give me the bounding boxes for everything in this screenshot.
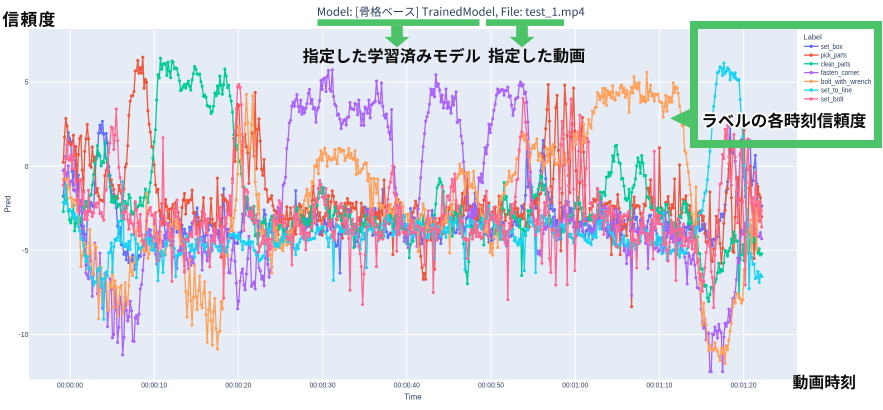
svg-text:pick_parts: pick_parts xyxy=(821,51,847,60)
svg-text:set_to_line: set_to_line xyxy=(821,86,852,95)
svg-text:00:00:40: 00:00:40 xyxy=(394,383,420,390)
svg-text:Label: Label xyxy=(804,33,823,42)
svg-text:set_bolt: set_bolt xyxy=(821,95,844,104)
svg-text:bolt_with_wrench: bolt_with_wrench xyxy=(821,77,872,86)
svg-text:00:01:10: 00:01:10 xyxy=(646,383,672,390)
svg-text:00:01:00: 00:01:00 xyxy=(562,383,588,390)
svg-text:0: 0 xyxy=(25,164,29,171)
svg-text:Time: Time xyxy=(404,393,422,402)
svg-text:00:00:20: 00:00:20 xyxy=(225,383,251,390)
svg-text:00:00:10: 00:00:10 xyxy=(141,383,167,390)
svg-text:5: 5 xyxy=(25,80,29,87)
svg-text:Pred: Pred xyxy=(4,196,13,213)
svg-text:-10: -10 xyxy=(18,332,28,339)
svg-text:-5: -5 xyxy=(22,248,28,255)
svg-text:fasten_corner: fasten_corner xyxy=(821,68,860,77)
svg-text:clean_parts: clean_parts xyxy=(821,59,851,68)
svg-text:set_box: set_box xyxy=(821,42,843,51)
svg-text:00:00:30: 00:00:30 xyxy=(310,383,336,390)
svg-text:00:00:00: 00:00:00 xyxy=(57,383,83,390)
svg-text:00:01:20: 00:01:20 xyxy=(731,383,757,390)
svg-text:00:00:50: 00:00:50 xyxy=(478,383,504,390)
